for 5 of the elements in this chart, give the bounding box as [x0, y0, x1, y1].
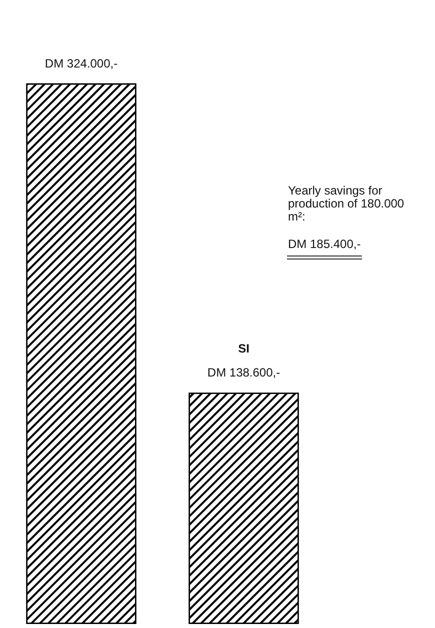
data-label: DM 138.600,- [207, 366, 280, 380]
annotation: DM 185.400,- [288, 237, 361, 251]
x-tick-label: SI [238, 342, 250, 356]
annotation: Yearly savings for production of 180.000 m²: [288, 184, 408, 224]
data-label: DM 324.000,- [44, 56, 118, 70]
